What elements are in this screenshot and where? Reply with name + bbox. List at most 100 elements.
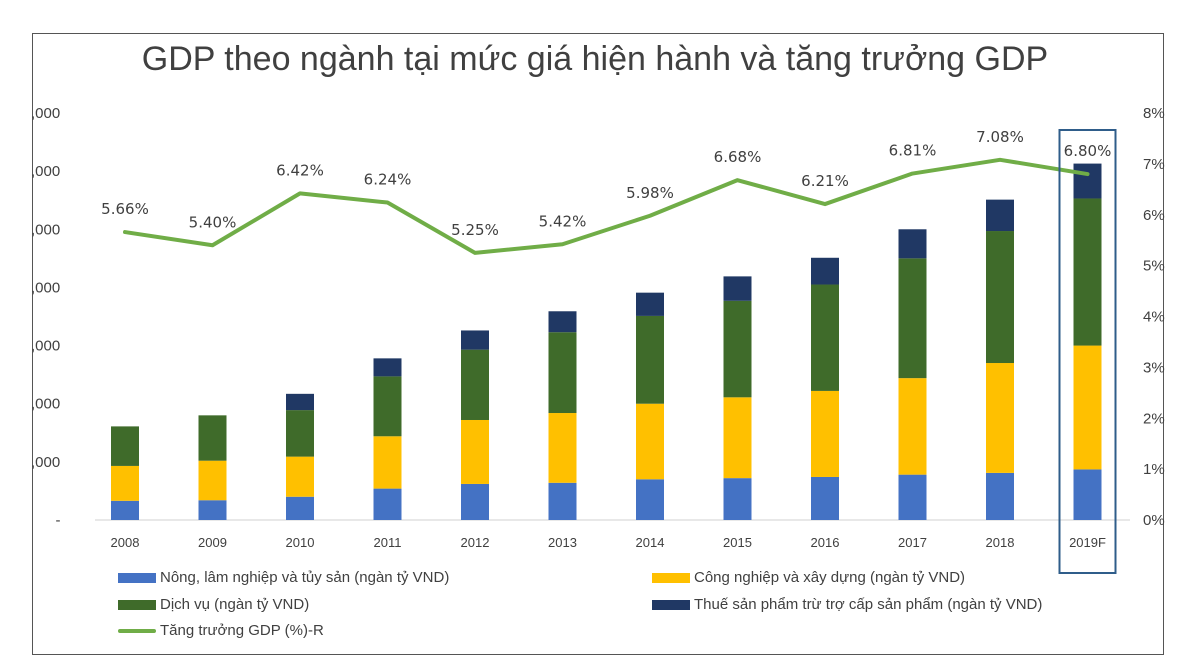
y-left-tick-label: ,000 bbox=[31, 105, 60, 122]
bar-thue bbox=[986, 199, 1014, 232]
y-right-tick-label: 6% bbox=[1143, 207, 1165, 224]
bar-dich-vu bbox=[723, 300, 752, 398]
x-tick-label: 2012 bbox=[461, 535, 490, 550]
x-tick-label: 2019F bbox=[1069, 535, 1106, 550]
bar-nong-lam-nghiep bbox=[548, 482, 577, 520]
highlight-box-2019f bbox=[1058, 129, 1117, 574]
bar-thue bbox=[548, 311, 577, 333]
bar-thue bbox=[286, 393, 314, 411]
bar-thue bbox=[811, 257, 839, 285]
growth-data-label: 7.08% bbox=[976, 128, 1024, 146]
legend-label-nong-lam-nghiep: Nông, lâm nghiệp và tủy sản (ngàn tỷ VND… bbox=[160, 569, 450, 586]
bar-nong-lam-nghiep bbox=[811, 476, 839, 520]
x-tick-label: 2015 bbox=[723, 535, 752, 550]
y-right-tick-label: 2% bbox=[1143, 410, 1165, 427]
bar-cong-nghiep bbox=[286, 456, 314, 497]
bar-thue bbox=[461, 330, 489, 350]
growth-data-label: 6.21% bbox=[801, 172, 849, 190]
legend-label-thue: Thuế sản phẩm trừ trợ cấp sản phẩm (ngàn… bbox=[694, 596, 1043, 613]
bar-cong-nghiep bbox=[548, 413, 577, 483]
bar-nong-lam-nghiep bbox=[373, 488, 402, 520]
x-tick-label: 2008 bbox=[111, 535, 140, 550]
chart-title: GDP theo ngành tại mức giá hiện hành và … bbox=[141, 40, 1049, 78]
growth-data-label: 5.25% bbox=[451, 221, 499, 239]
growth-data-label: 5.40% bbox=[189, 213, 237, 231]
y-right-tick-label: 4% bbox=[1143, 309, 1165, 326]
y-left-tick-label: ,000 bbox=[31, 221, 60, 238]
bar-thue bbox=[636, 292, 664, 316]
y-right-tick-label: 3% bbox=[1143, 359, 1165, 376]
y-left-tick-label: ,000 bbox=[31, 163, 60, 180]
legend-item-nong-lam-nghiep: Nông, lâm nghiệp và tủy sản (ngàn tỷ VND… bbox=[118, 569, 449, 586]
y-right-tick-label: 8% bbox=[1143, 105, 1165, 122]
bar-thue bbox=[373, 358, 402, 377]
bar-dich-vu bbox=[111, 426, 139, 466]
bar-nong-lam-nghiep bbox=[1073, 469, 1102, 520]
bar-dich-vu bbox=[636, 315, 664, 404]
bar-dich-vu bbox=[1073, 198, 1102, 346]
bar-dich-vu bbox=[286, 410, 314, 457]
legend-swatch-tang-truong bbox=[118, 628, 156, 633]
y-right-tick-label: 1% bbox=[1143, 461, 1165, 478]
y-left-tick-label: ,000 bbox=[31, 396, 60, 413]
bar-cong-nghiep bbox=[461, 419, 489, 484]
bar-thue bbox=[898, 229, 927, 259]
growth-line bbox=[123, 157, 1090, 255]
y-left-tick-label: ,000 bbox=[31, 338, 60, 355]
bar-dich-vu bbox=[898, 258, 927, 379]
bar-nong-lam-nghiep bbox=[986, 472, 1014, 520]
y-left-tick-label: ,000 bbox=[31, 454, 60, 471]
bar-cong-nghiep bbox=[198, 460, 227, 501]
legend-item-thue: Thuế sản phẩm trừ trợ cấp sản phẩm (ngàn… bbox=[652, 596, 1042, 613]
x-tick-label: 2017 bbox=[898, 535, 927, 550]
growth-data-label: 6.81% bbox=[889, 142, 937, 160]
bar-nong-lam-nghiep bbox=[461, 483, 489, 520]
legend-item-cong-nghiep: Công nghiệp và xây dựng (ngàn tỷ VND) bbox=[652, 569, 965, 586]
bar-thue bbox=[1073, 163, 1102, 199]
bar-cong-nghiep bbox=[811, 390, 839, 477]
x-tick-label: 2011 bbox=[374, 535, 402, 550]
bar-cong-nghiep bbox=[373, 436, 402, 489]
legend-swatch-nong-lam-nghiep bbox=[118, 572, 156, 583]
y-right-tick-label: 7% bbox=[1143, 156, 1165, 173]
y-left-tick-label: - bbox=[56, 512, 61, 529]
bar-nong-lam-nghiep bbox=[636, 479, 664, 520]
bar-dich-vu bbox=[373, 376, 402, 437]
bar-nong-lam-nghiep bbox=[723, 478, 752, 520]
x-tick-label: 2016 bbox=[811, 535, 840, 550]
bar-nong-lam-nghiep bbox=[198, 500, 227, 520]
legend-swatch-thue bbox=[652, 599, 690, 610]
growth-data-label: 5.66% bbox=[101, 200, 149, 218]
growth-data-label: 6.42% bbox=[276, 161, 324, 179]
growth-data-label: 5.42% bbox=[539, 212, 587, 230]
bar-dich-vu bbox=[548, 332, 577, 414]
bar-nong-lam-nghiep bbox=[898, 474, 927, 520]
bar-thue bbox=[723, 276, 752, 301]
legend-label-dich-vu: Dịch vụ (ngàn tỷ VND) bbox=[160, 596, 310, 613]
bar-cong-nghiep bbox=[898, 378, 927, 475]
bar-dich-vu bbox=[986, 231, 1014, 364]
bar-dich-vu bbox=[461, 349, 489, 420]
x-tick-label: 2010 bbox=[286, 535, 315, 550]
y-right-tick-label: 5% bbox=[1143, 258, 1165, 275]
x-tick-label: 2009 bbox=[198, 535, 227, 550]
x-tick-label: 2018 bbox=[986, 535, 1015, 550]
bar-dich-vu bbox=[198, 415, 227, 461]
legend-swatch-dich-vu bbox=[118, 599, 156, 610]
legend-item-dich-vu: Dịch vụ (ngàn tỷ VND) bbox=[118, 596, 309, 613]
chart-frame bbox=[32, 33, 1164, 655]
legend-item-tang-truong: Tăng trưởng GDP (%)-R bbox=[118, 622, 324, 639]
bar-cong-nghiep bbox=[636, 403, 664, 480]
bar-cong-nghiep bbox=[723, 397, 752, 479]
bar-cong-nghiep bbox=[1073, 345, 1102, 470]
legend-label-cong-nghiep: Công nghiệp và xây dựng (ngàn tỷ VND) bbox=[694, 569, 966, 586]
y-left-tick-label: ,000 bbox=[31, 279, 60, 296]
bar-cong-nghiep bbox=[986, 363, 1014, 473]
growth-data-label: 5.98% bbox=[626, 184, 674, 202]
x-tick-label: 2013 bbox=[548, 535, 577, 550]
growth-data-label: 6.80% bbox=[1064, 142, 1112, 160]
bar-cong-nghiep bbox=[111, 465, 139, 501]
legend-swatch-cong-nghiep bbox=[652, 572, 690, 583]
bar-nong-lam-nghiep bbox=[286, 496, 314, 520]
